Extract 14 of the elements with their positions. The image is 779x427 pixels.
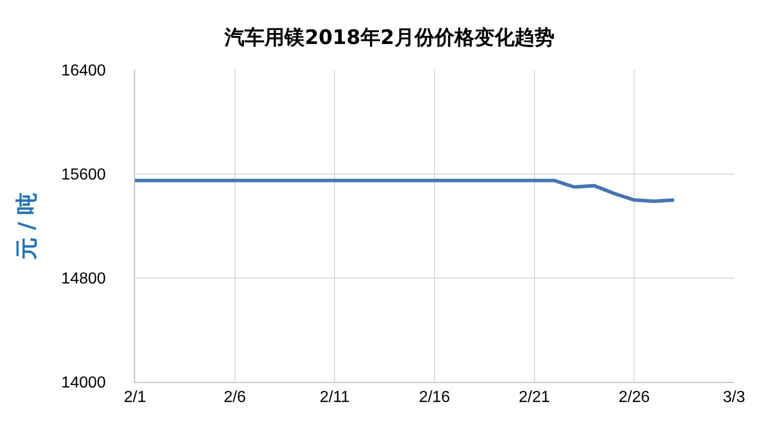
x-tick-label: 2/1 <box>124 389 146 406</box>
line-series <box>135 178 676 204</box>
y-tick-label: 14000 <box>61 374 106 392</box>
x-tick-label: 2/6 <box>224 389 246 406</box>
y-tick-label: 15600 <box>61 166 106 184</box>
x-tick-label: 3/3 <box>722 389 746 406</box>
y-tick-label: 14800 <box>61 270 106 288</box>
chart-title: 汽车用镁2018年2月份价格变化趋势 <box>224 24 554 49</box>
x-tick-label: 2/21 <box>518 389 550 406</box>
y-axis-title: 元 / 吨 <box>15 192 40 261</box>
x-tick-label: 2/26 <box>618 389 650 406</box>
y-tick-label: 16400 <box>61 62 106 80</box>
x-tick-label: 2/11 <box>320 389 350 406</box>
x-tick-label: 2/16 <box>418 389 450 406</box>
